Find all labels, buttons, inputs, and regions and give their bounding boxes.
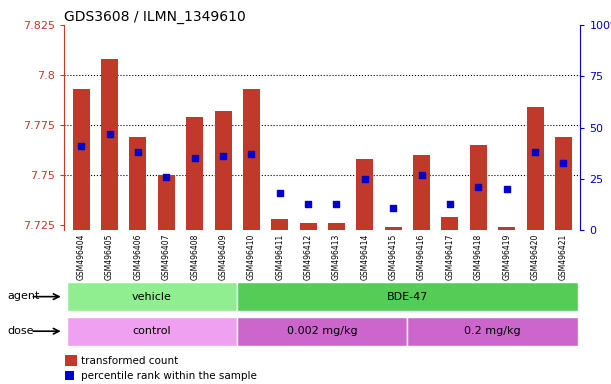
- Point: [246, 151, 256, 157]
- Bar: [470, 145, 487, 230]
- Text: GSM496414: GSM496414: [360, 233, 370, 280]
- Bar: [237, 282, 577, 311]
- Text: control: control: [133, 326, 172, 336]
- Text: GSM496416: GSM496416: [417, 233, 426, 280]
- Bar: [237, 316, 408, 346]
- Point: [104, 131, 114, 137]
- Text: 0.2 mg/kg: 0.2 mg/kg: [464, 326, 521, 336]
- Bar: [527, 107, 544, 230]
- Text: GSM496417: GSM496417: [445, 233, 455, 280]
- Text: GSM496408: GSM496408: [190, 233, 199, 280]
- Bar: [413, 155, 430, 230]
- Bar: [408, 316, 577, 346]
- Bar: [67, 316, 237, 346]
- Point: [502, 186, 511, 192]
- Text: dose: dose: [7, 326, 34, 336]
- Bar: [385, 227, 401, 230]
- Text: GSM496411: GSM496411: [275, 233, 284, 280]
- Bar: [498, 227, 515, 230]
- Point: [445, 200, 455, 207]
- Bar: [130, 137, 147, 230]
- Bar: [65, 371, 75, 380]
- Point: [161, 174, 171, 180]
- Text: agent: agent: [7, 291, 40, 301]
- Point: [303, 200, 313, 207]
- Bar: [65, 355, 76, 366]
- Point: [360, 176, 370, 182]
- Bar: [271, 219, 288, 230]
- Text: GSM496405: GSM496405: [105, 233, 114, 280]
- Bar: [328, 223, 345, 230]
- Point: [389, 205, 398, 211]
- Bar: [555, 137, 572, 230]
- Text: GSM496413: GSM496413: [332, 233, 341, 280]
- Point: [218, 153, 228, 159]
- Text: BDE-47: BDE-47: [387, 291, 428, 302]
- Text: vehicle: vehicle: [132, 291, 172, 302]
- Text: GSM496406: GSM496406: [133, 233, 142, 280]
- Text: GSM496404: GSM496404: [76, 233, 86, 280]
- Bar: [186, 117, 203, 230]
- Bar: [73, 89, 90, 230]
- Bar: [299, 223, 316, 230]
- Point: [190, 156, 200, 162]
- Text: GSM496409: GSM496409: [219, 233, 227, 280]
- Bar: [101, 59, 118, 230]
- Bar: [441, 217, 458, 230]
- Text: 0.002 mg/kg: 0.002 mg/kg: [287, 326, 357, 336]
- Text: GSM496407: GSM496407: [162, 233, 171, 280]
- Text: GSM496421: GSM496421: [559, 233, 568, 280]
- Text: GSM496412: GSM496412: [304, 233, 313, 280]
- Bar: [158, 175, 175, 230]
- Text: GSM496419: GSM496419: [502, 233, 511, 280]
- Text: GSM496420: GSM496420: [530, 233, 540, 280]
- Point: [558, 159, 568, 166]
- Text: GDS3608 / ILMN_1349610: GDS3608 / ILMN_1349610: [64, 10, 246, 24]
- Point: [332, 200, 342, 207]
- Bar: [356, 159, 373, 230]
- Text: GSM496415: GSM496415: [389, 233, 398, 280]
- Text: GSM496410: GSM496410: [247, 233, 256, 280]
- Text: percentile rank within the sample: percentile rank within the sample: [81, 371, 257, 381]
- Text: GSM496418: GSM496418: [474, 233, 483, 280]
- Point: [417, 172, 426, 178]
- Text: transformed count: transformed count: [81, 356, 178, 366]
- Point: [133, 149, 143, 156]
- Point: [474, 184, 483, 190]
- Point: [275, 190, 285, 197]
- Point: [530, 149, 540, 156]
- Bar: [214, 111, 232, 230]
- Bar: [243, 89, 260, 230]
- Point: [76, 143, 86, 149]
- Bar: [67, 282, 237, 311]
